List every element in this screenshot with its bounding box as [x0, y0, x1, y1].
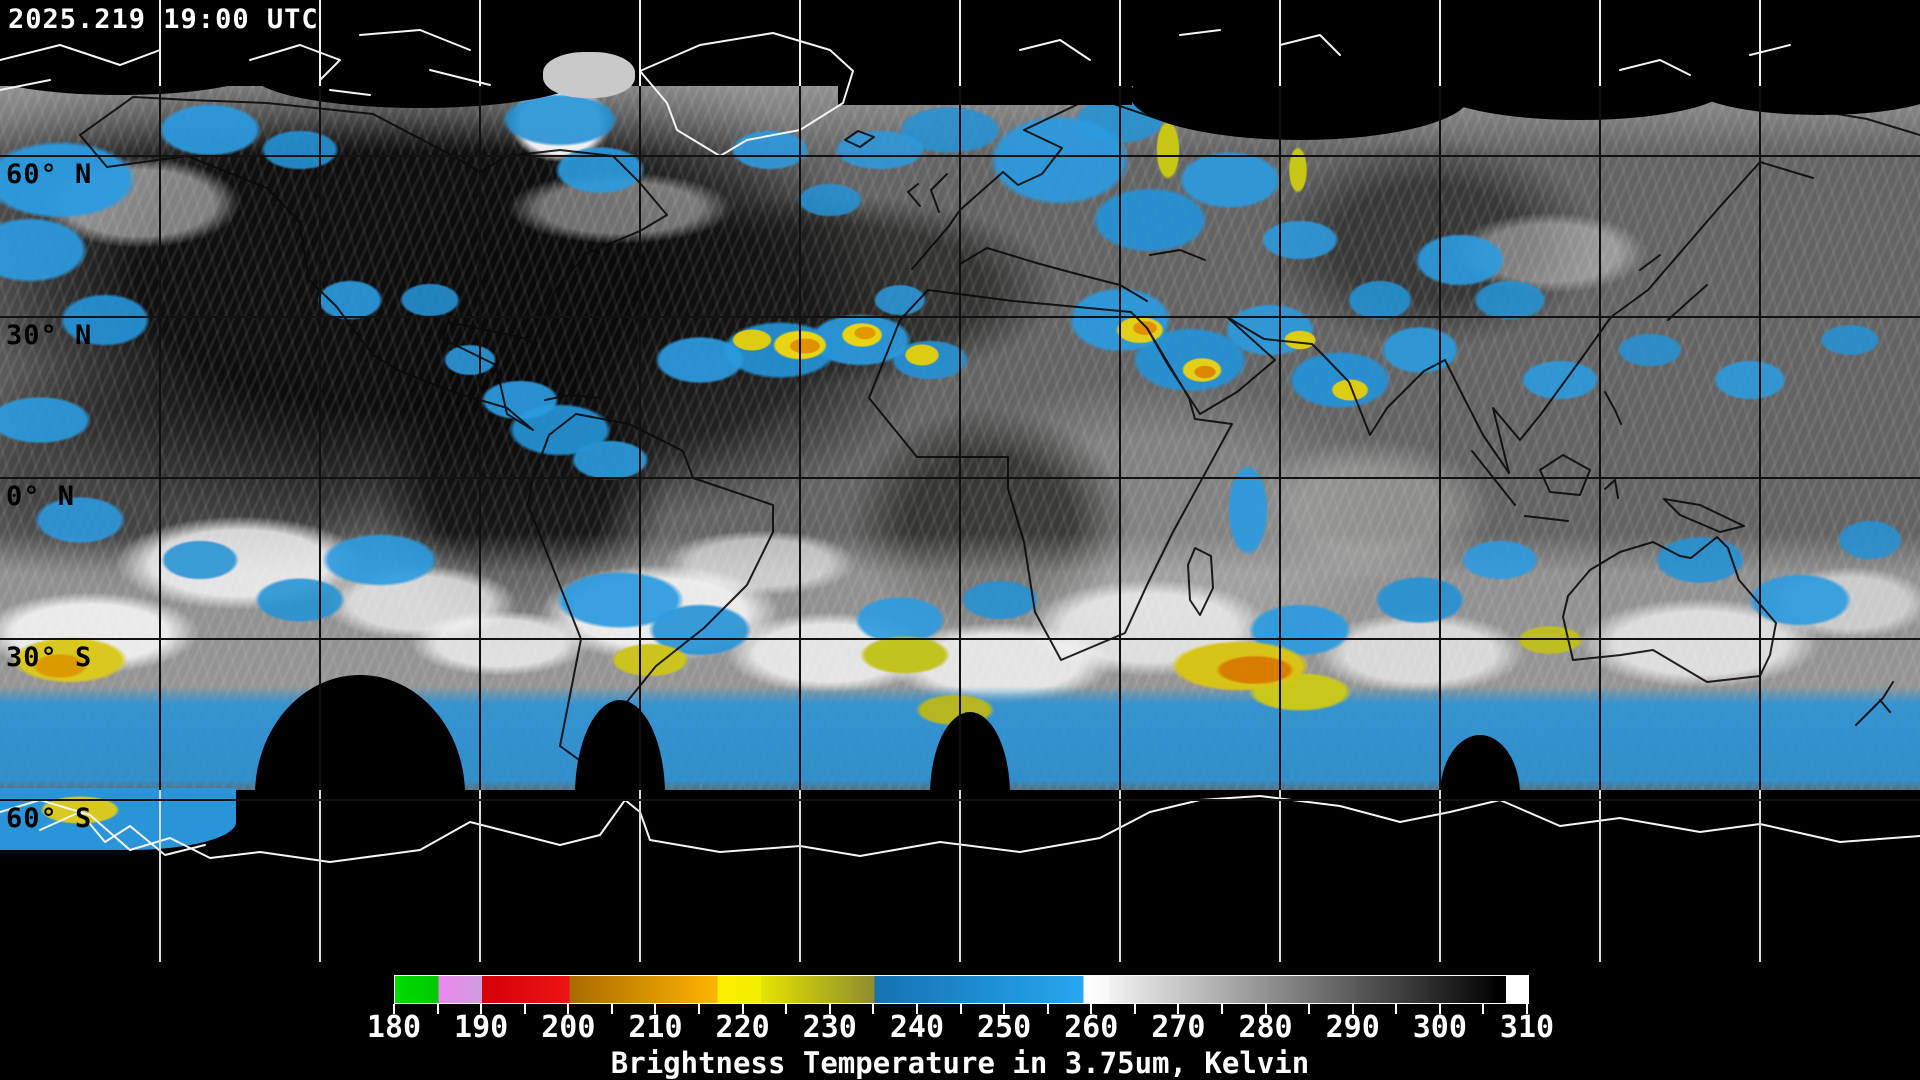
colorbar-tick-label: 310 [1499, 1010, 1555, 1045]
colorbar-tick [654, 1004, 657, 1014]
colorbar-tick [1090, 1004, 1093, 1014]
colorbar-tick [1046, 1004, 1049, 1014]
timestamp: 2025.219 19:00 UTC [8, 4, 319, 35]
colorbar-tick [1264, 1004, 1267, 1014]
gridline-vertical [1119, 0, 1121, 962]
colorbar-tick-label: 210 [628, 1010, 683, 1045]
colorbar-caption: Brightness Temperature in 3.75um, Kelvin [610, 1046, 1310, 1080]
colorbar-tick [436, 1004, 439, 1014]
colorbar-tick-label: 190 [454, 1010, 509, 1045]
colorbar-tick [523, 1004, 526, 1014]
colorbar-tick-label: 250 [976, 1010, 1032, 1045]
scan-edge-scallop [0, 45, 260, 95]
latitude-label: 30° S [6, 642, 93, 673]
colorbar-tick [1003, 1004, 1006, 1014]
colorbar-tick [1395, 1004, 1398, 1014]
latitude-label: 30° N [6, 320, 93, 351]
colorbar-tick [1438, 1004, 1441, 1014]
scan-edge-scallop [1130, 50, 1470, 140]
colorbar-tick [1220, 1004, 1223, 1014]
global-satellite-map: 60° N 30° N 0° N 30° S 60° S 2025.219 19:00 … [0, 0, 1920, 962]
colorbar-tick-label: 200 [541, 1010, 596, 1045]
colorbar-tick [1177, 1004, 1180, 1014]
colorbar-tick-label: 230 [802, 1010, 857, 1045]
gridline-vertical [319, 0, 321, 962]
colorbar-tick-label: 180 [366, 1010, 422, 1045]
latitude-label: 60° S [6, 803, 93, 834]
colorbar-tick [915, 1004, 918, 1014]
colorbar-tick [959, 1004, 962, 1014]
scan-edge-scallop [1430, 50, 1730, 120]
colorbar-tick [1482, 1004, 1485, 1014]
colorbar-tick-label: 240 [889, 1010, 945, 1045]
gridline-vertical [159, 0, 161, 962]
scan-edge-flat [838, 0, 1132, 105]
colorbar-tick [828, 1004, 831, 1014]
gridline-horizontal [0, 155, 1920, 157]
colorbar-gradient [394, 975, 1529, 1004]
colorbar-tick [741, 1004, 744, 1014]
scan-edge-scallop [1690, 55, 1920, 115]
gridline-vertical [1439, 0, 1441, 962]
gridline-horizontal [0, 477, 1920, 479]
colorbar-tick [1351, 1004, 1354, 1014]
latitude-label: 0° N [6, 481, 76, 512]
colorbar-tick [1526, 1004, 1528, 1014]
latitude-label: 60° N [6, 159, 93, 190]
gridline-vertical [959, 0, 961, 962]
colorbar-legend: 180 190 200 210 220 230 240 250 260 270 280 290 300 3… [0, 962, 1920, 1080]
colorbar-tick [393, 1004, 395, 1014]
colorbar-tick [480, 1004, 483, 1014]
gridline-vertical [1759, 0, 1761, 962]
colorbar-tick [567, 1004, 570, 1014]
greenland-imagery [543, 52, 635, 98]
colorbar-tick [1308, 1004, 1311, 1014]
scan-edge-scallop [250, 38, 590, 108]
colorbar-tick-label: 290 [1325, 1010, 1380, 1045]
gridline-horizontal [0, 316, 1920, 318]
gridline-vertical [1599, 0, 1601, 962]
colorbar-tick-label: 270 [1151, 1010, 1206, 1045]
colorbar-tick [610, 1004, 613, 1014]
colorbar-tick [872, 1004, 875, 1014]
colorbar-tick-label: 260 [1064, 1010, 1119, 1045]
gridline-vertical [799, 0, 801, 962]
colorbar-tick-label: 300 [1412, 1010, 1467, 1045]
colorbar-tick [698, 1004, 701, 1014]
colorbar-tick [1133, 1004, 1136, 1014]
colorbar-tick-label: 280 [1238, 1010, 1293, 1045]
gridline-vertical [479, 0, 481, 962]
colorbar-tick-label: 220 [715, 1010, 770, 1045]
gridline-horizontal [0, 799, 1920, 801]
gridline-vertical [639, 0, 641, 962]
gridline-vertical [1279, 0, 1281, 962]
colorbar-tick [785, 1004, 788, 1014]
gridline-horizontal [0, 638, 1920, 640]
